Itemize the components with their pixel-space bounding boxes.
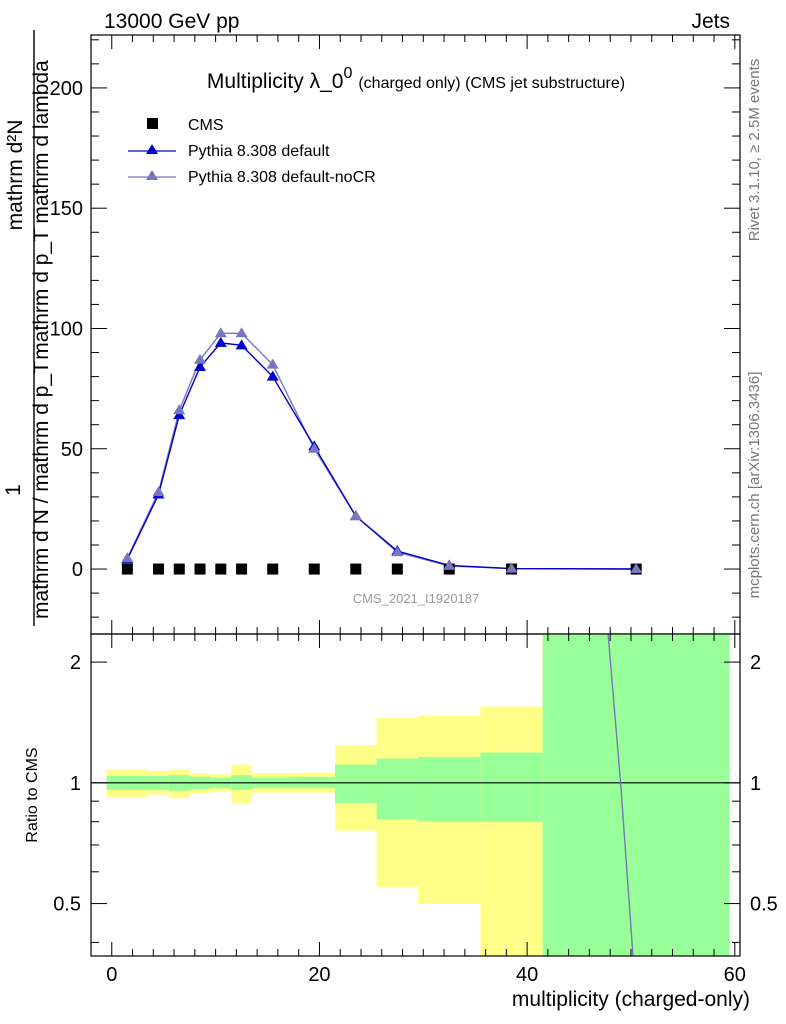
nocr-point bbox=[308, 442, 321, 453]
legend-nocr-marker bbox=[146, 170, 158, 180]
ratio-lines bbox=[91, 633, 740, 957]
default-point bbox=[194, 360, 207, 371]
rivet-label: Rivet 3.1.10, ≥ 2.5M events bbox=[746, 59, 763, 242]
nocr-point bbox=[194, 353, 207, 364]
cms-point bbox=[194, 563, 206, 575]
y-tick-label: 200 bbox=[50, 78, 83, 100]
main-y-axis-label: mathrm d²N mathrm d p_T mathrm d lambda … bbox=[2, 30, 53, 626]
cms-point bbox=[350, 563, 362, 575]
y-tick-label: 150 bbox=[50, 198, 83, 220]
nocr-point bbox=[349, 510, 362, 521]
nocr-point bbox=[391, 546, 404, 557]
nocr-point bbox=[214, 327, 227, 338]
cms-point bbox=[236, 563, 248, 575]
uncertainty-band-inner bbox=[480, 752, 543, 822]
nocr-point bbox=[443, 559, 456, 570]
main-y-tick-labels: 0 50 100 150 200 bbox=[50, 78, 83, 581]
y-label-one: 1 bbox=[2, 484, 25, 496]
ratio-y-tick-label-right: 2 bbox=[750, 652, 761, 674]
x-tick-label: 20 bbox=[308, 964, 330, 986]
legend-cms-marker bbox=[147, 118, 158, 129]
x-axis-label: multiplicity (charged-only) bbox=[512, 988, 750, 1011]
default-point bbox=[235, 339, 248, 350]
uncertainty-band-inner bbox=[542, 634, 730, 956]
y-tick-label: 0 bbox=[72, 559, 83, 581]
x-tick-label: 40 bbox=[516, 964, 538, 986]
y-label-numer-2: mathrm d p_T mathrm d lambda bbox=[30, 60, 53, 360]
ratio-y-tick-label: 1 bbox=[70, 773, 81, 795]
ratio-y-tick-label: 0.5 bbox=[53, 894, 81, 916]
x-tick-label: 60 bbox=[724, 964, 746, 986]
ratio-y-tick-label: 2 bbox=[70, 652, 81, 674]
uncertainty-band-inner bbox=[335, 764, 377, 804]
ratio-plot-panel: 0.5 0.51 12 20 20 40 60 bbox=[53, 633, 778, 986]
ratio-plot-frame bbox=[90, 633, 741, 957]
analysis-label: CMS_2021_I1920187 bbox=[353, 591, 480, 606]
default-point bbox=[266, 370, 279, 381]
nocr-point bbox=[266, 358, 279, 369]
legend-default-label: Pythia 8.308 default bbox=[188, 143, 330, 160]
nocr-point bbox=[121, 552, 134, 563]
energy-label: 13000 GeV pp bbox=[104, 10, 239, 33]
cms-point bbox=[152, 563, 164, 575]
series-line-default bbox=[126, 342, 637, 570]
legend-nocr-label: Pythia 8.308 default-noCR bbox=[188, 169, 376, 186]
ratio-y-label: Ratio to CMS bbox=[24, 747, 41, 842]
cms-point bbox=[121, 563, 133, 575]
ratio-ticks bbox=[91, 634, 740, 956]
y-tick-label: 50 bbox=[61, 439, 83, 461]
ratio-line-nocr bbox=[607, 633, 634, 957]
nocr-point bbox=[152, 486, 165, 497]
cms-point bbox=[391, 563, 403, 575]
legend-default-marker bbox=[146, 144, 158, 154]
nocr-point bbox=[505, 562, 518, 573]
ratio-tick-labels: 0.5 0.51 12 20 20 40 60 bbox=[53, 652, 778, 986]
nocr-point bbox=[630, 563, 643, 574]
cms-point bbox=[215, 563, 227, 575]
uncertainty-band-inner bbox=[418, 756, 481, 822]
uncertainty-band-outer bbox=[480, 706, 543, 956]
y-label-denom: mathrm d N / mathrm d p_T bbox=[30, 361, 53, 619]
nocr-point bbox=[235, 327, 248, 338]
plot-title: Multiplicity λ_00(charged only) (CMS jet… bbox=[207, 65, 625, 93]
ratio-bands bbox=[106, 634, 730, 956]
main-plot-markers bbox=[121, 327, 643, 575]
default-point bbox=[214, 336, 227, 347]
main-plot-panel: 0 50 100 150 200 Multiplicity λ_00(charged o… bbox=[50, 34, 741, 635]
y-tick-label: 100 bbox=[50, 318, 83, 340]
jets-label: Jets bbox=[691, 10, 730, 33]
legend-cms-label: CMS bbox=[188, 117, 224, 134]
ratio-y-tick-label-right: 1 bbox=[750, 773, 761, 795]
uncertainty-band-inner bbox=[376, 758, 419, 820]
ratio-y-tick-label-right: 0.5 bbox=[750, 894, 778, 916]
cms-point bbox=[173, 563, 185, 575]
y-label-numer-1: mathrm d²N bbox=[4, 120, 27, 231]
legend: CMS Pythia 8.308 default Pythia 8.308 de… bbox=[128, 117, 376, 186]
cms-point bbox=[308, 563, 320, 575]
x-tick-label: 0 bbox=[106, 964, 117, 986]
nocr-point bbox=[173, 404, 186, 415]
mcplots-label: mcplots.cern.ch [arXiv:1306.3436] bbox=[746, 372, 763, 599]
main-plot-ticks bbox=[91, 35, 740, 634]
cms-point bbox=[267, 563, 279, 575]
